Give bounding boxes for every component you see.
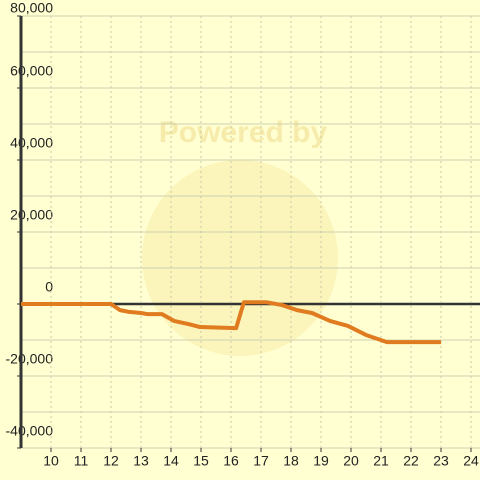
x-tick-label: 24	[463, 453, 479, 469]
x-tick-label: 12	[103, 453, 119, 469]
y-tick-label: 20,000	[10, 207, 53, 223]
x-tick-label: 18	[283, 453, 299, 469]
x-tick-label: 10	[43, 453, 59, 469]
series-line	[21, 300, 441, 345]
x-tick-label: 14	[163, 453, 179, 469]
x-tick-label: 20	[343, 453, 359, 469]
x-tick-label: 21	[373, 453, 389, 469]
x-tick-label: 16	[223, 453, 239, 469]
x-tick-label: 11	[74, 453, 89, 469]
y-tick-label: 0	[45, 279, 53, 295]
y-tick-label: 40,000	[10, 135, 53, 151]
x-tick-label: 19	[313, 453, 329, 469]
y-tick-label: -20,000	[6, 351, 54, 367]
x-tick-label: 22	[403, 453, 419, 469]
y-tick-label: 80,000	[10, 0, 53, 16]
x-tick-label: 23	[433, 453, 449, 469]
x-tick-label: 13	[133, 453, 149, 469]
x-tick-label: 15	[193, 453, 209, 469]
x-tick-label: 17	[253, 453, 269, 469]
y-tick-label: -40,000	[6, 423, 54, 439]
y-tick-label: 60,000	[10, 63, 53, 79]
watermark: Powered by	[159, 116, 328, 149]
